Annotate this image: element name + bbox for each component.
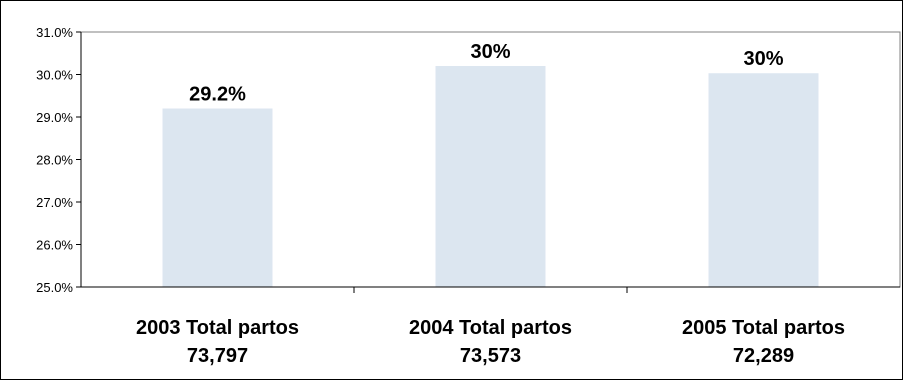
category-label-line-1: 2003 Total partos — [136, 317, 299, 339]
y-tick-label: 31.0% — [36, 25, 73, 40]
category-label: 2005 Total partos 72,289 — [682, 317, 845, 367]
category-label-line-1: 2004 Total partos — [409, 317, 572, 339]
y-tick-label: 30.0% — [36, 68, 73, 83]
axes — [76, 31, 900, 293]
category-label-line-2: 73,797 — [187, 345, 248, 367]
category-label: 2003 Total partos 73,797 — [136, 317, 299, 367]
y-tick-label: 29.0% — [36, 110, 73, 125]
y-tick-label: 26.0% — [36, 238, 73, 253]
category-label-line-2: 73,573 — [460, 345, 521, 367]
bar — [435, 66, 546, 287]
y-tick-label: 25.0% — [36, 280, 73, 295]
data-label: 29.2% — [189, 84, 246, 106]
y-tick-label: 27.0% — [36, 195, 73, 210]
category-label-line-2: 72,289 — [733, 345, 794, 367]
category-label-line-1: 2005 Total partos — [682, 317, 845, 339]
data-label: 30% — [470, 41, 510, 63]
bar — [162, 108, 273, 287]
data-label: 30% — [743, 48, 783, 70]
labels: 25.0% 26.0% 27.0% 28.0% 29.0% 30.0% 31.0% 29.2%… — [36, 25, 845, 367]
bars — [162, 66, 819, 287]
category-label: 2004 Total partos 73,573 — [409, 317, 572, 367]
bar — [708, 73, 819, 287]
y-tick-label: 28.0% — [36, 153, 73, 168]
